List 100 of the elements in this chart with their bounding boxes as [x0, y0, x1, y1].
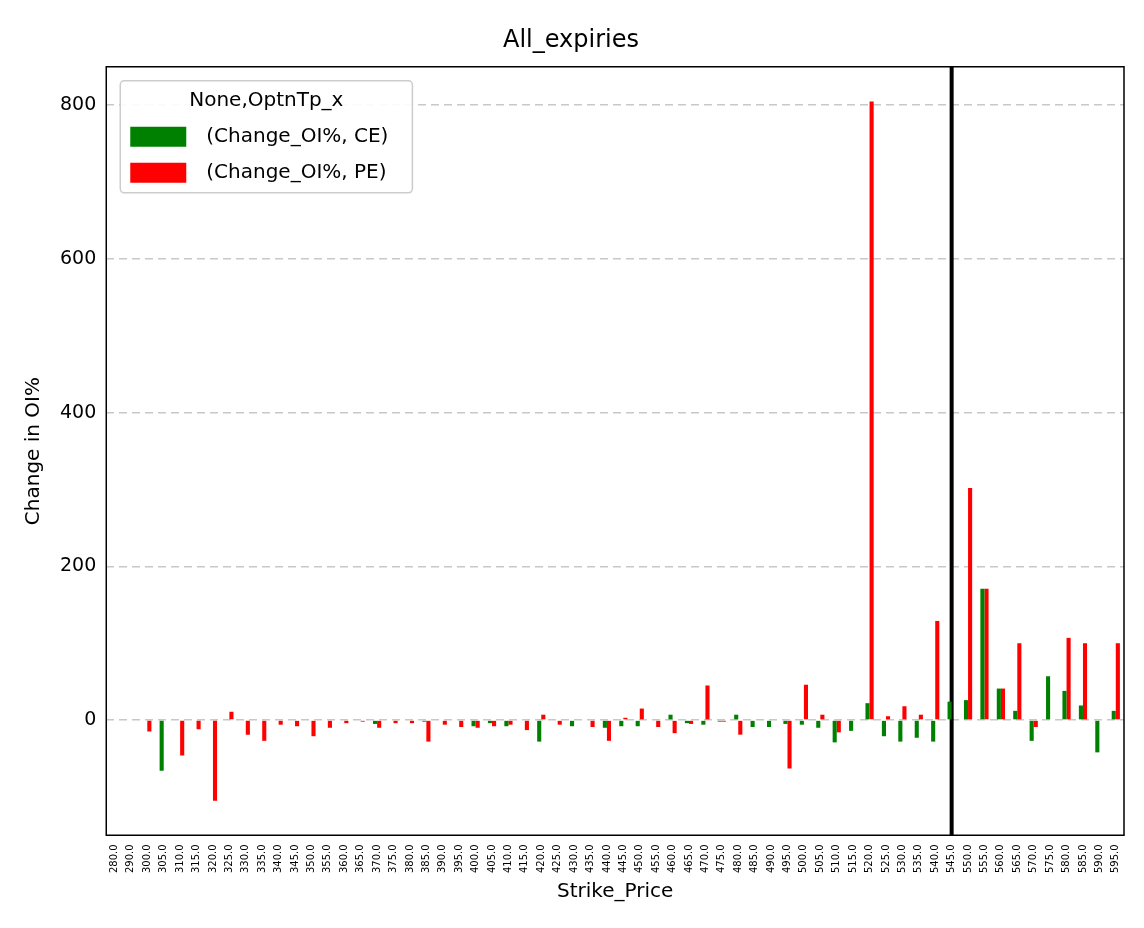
x-tick-label: 565.0 [1010, 844, 1022, 874]
bar [524, 720, 529, 731]
bar [569, 720, 575, 727]
x-tick-label: 425.0 [551, 844, 563, 874]
bar [262, 720, 267, 741]
bar [980, 588, 985, 720]
bar [738, 720, 743, 735]
bar [803, 684, 809, 720]
x-tick-label: 305.0 [157, 844, 169, 874]
x-tick-label: 385.0 [419, 844, 431, 874]
bar [1066, 637, 1071, 720]
legend-label: (Change_OI%, PE) [206, 159, 387, 183]
bar [865, 703, 870, 720]
x-tick-label: 440.0 [600, 844, 612, 874]
x-tick-label: 365.0 [354, 844, 366, 874]
x-tick-label: 345.0 [288, 844, 300, 874]
x-tick-label: 475.0 [715, 844, 727, 874]
y-tick-label: 200 [60, 553, 97, 576]
bar [984, 588, 989, 720]
bar [750, 720, 755, 727]
bar [602, 720, 607, 728]
x-tick-label: 435.0 [584, 844, 596, 874]
bar [426, 720, 431, 742]
x-tick-label: 535.0 [912, 844, 924, 874]
x-tick-label: 530.0 [895, 844, 907, 874]
bar [504, 720, 509, 727]
bar [672, 720, 677, 734]
y-tick-label: 0 [84, 707, 97, 730]
bar [278, 720, 283, 725]
bar [836, 720, 841, 733]
bar [849, 720, 854, 731]
bar [935, 620, 940, 720]
bar [327, 720, 332, 728]
x-tick-label: 405.0 [485, 844, 497, 874]
bar [947, 701, 952, 720]
x-axis-title: Strike_Price [556, 878, 674, 903]
y-tick-label: 600 [60, 245, 97, 268]
bar [245, 720, 250, 735]
x-tick-label: 360.0 [337, 844, 349, 874]
y-tick-label: 800 [60, 92, 97, 115]
bar [311, 720, 316, 737]
bar [701, 720, 706, 725]
bar [668, 714, 673, 720]
bar [1095, 720, 1100, 753]
x-tick-label: 545.0 [945, 844, 957, 874]
x-tick-label: 375.0 [387, 844, 399, 874]
bar [963, 700, 969, 720]
bar [885, 716, 891, 720]
bar [689, 720, 694, 724]
bar [832, 720, 837, 743]
bar [1013, 710, 1018, 720]
bar [590, 720, 595, 727]
x-tick-label: 580.0 [1060, 844, 1072, 874]
chart-title: All_expiries [502, 24, 640, 53]
bar [1000, 688, 1005, 720]
x-tick-label: 330.0 [239, 844, 251, 874]
bar [656, 720, 661, 727]
bar [212, 720, 218, 801]
x-tick-label: 560.0 [994, 844, 1006, 874]
x-tick-label: 290.0 [124, 844, 136, 874]
bar [147, 720, 152, 732]
bar [1082, 643, 1088, 720]
bar [996, 688, 1001, 720]
x-tick-label: 480.0 [731, 844, 743, 874]
x-tick-label: 350.0 [305, 844, 317, 874]
bar [1046, 676, 1051, 720]
bar [1078, 705, 1083, 720]
x-tick-label: 570.0 [1027, 844, 1039, 874]
x-tick-label: 415.0 [518, 844, 530, 874]
bar [492, 720, 497, 727]
bar [869, 101, 874, 720]
bar [799, 720, 804, 725]
x-tick-label: 500.0 [797, 844, 809, 874]
x-tick-label: 575.0 [1043, 844, 1055, 874]
legend-title: None,OptnTp_x [189, 87, 344, 111]
x-tick-label: 395.0 [452, 844, 464, 874]
bar [639, 708, 644, 720]
bar [881, 720, 886, 737]
x-tick-label: 495.0 [781, 844, 793, 874]
x-tick-label: 320.0 [206, 844, 218, 874]
bar [1115, 643, 1120, 720]
bar [471, 720, 476, 727]
x-tick-label: 510.0 [830, 844, 842, 874]
y-tick-label: 400 [60, 399, 97, 422]
x-tick-label: 300.0 [140, 844, 152, 874]
bar [914, 720, 919, 738]
bar [787, 720, 792, 769]
bar [1033, 720, 1038, 727]
bar [968, 487, 973, 720]
x-tick-label: 550.0 [961, 844, 973, 874]
bar [180, 720, 185, 756]
x-tick-label: 335.0 [255, 844, 267, 874]
x-tick-label: 555.0 [978, 844, 990, 874]
x-tick-label: 280.0 [108, 844, 120, 874]
bar [557, 720, 562, 725]
bar [1062, 690, 1067, 720]
bar [783, 720, 788, 724]
x-tick-label: 410.0 [502, 844, 514, 874]
bar [1111, 710, 1116, 720]
x-tick-label: 540.0 [928, 844, 940, 874]
